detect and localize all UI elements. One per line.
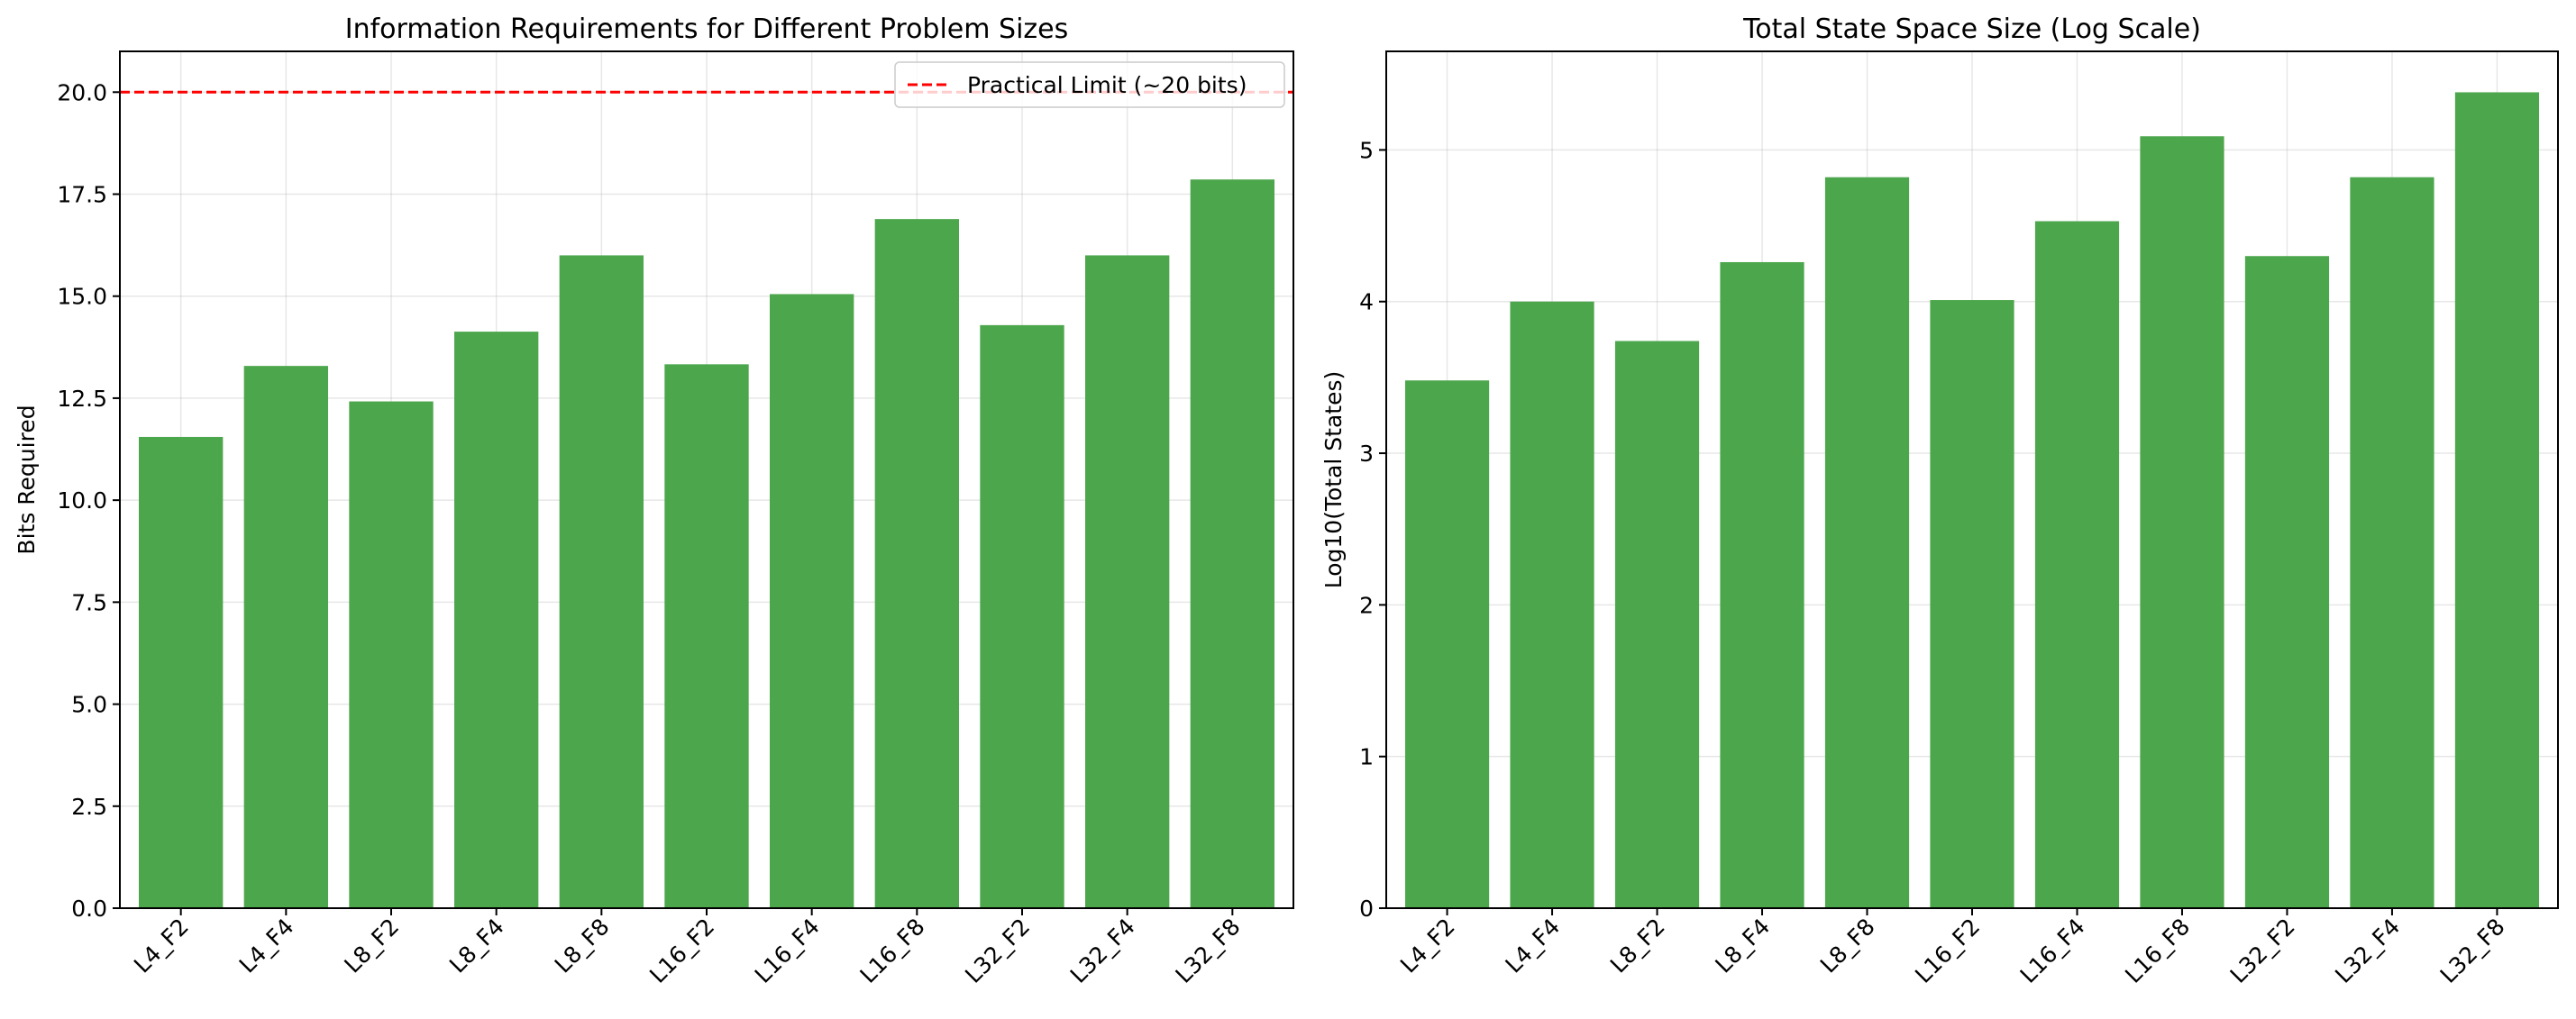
y-axis-label: Log10(Total States) (1320, 371, 1347, 589)
x-tick-label: L8_F8 (550, 914, 615, 978)
x-tick-label: L16_F4 (2015, 914, 2090, 988)
x-tick-label: L32_F2 (960, 914, 1035, 988)
bar-L32_F2 (2244, 256, 2330, 908)
bar-L4_F2 (1404, 380, 1490, 908)
y-tick-label: 2 (1359, 592, 1374, 618)
bar-L8_F4 (1720, 261, 1804, 908)
bar-L16_F8 (874, 219, 959, 909)
bar-L4_F2 (139, 436, 224, 908)
bar-L4_F4 (243, 366, 328, 909)
chart-title: Total State Space Size (Log Scale) (1742, 14, 2201, 45)
x-tick-label: L32_F8 (2435, 914, 2510, 988)
y-tick-label: 17.5 (57, 182, 107, 208)
y-tick-label: 5 (1359, 137, 1374, 163)
y-tick-label: 15.0 (57, 284, 107, 310)
x-tick-label: L32_F4 (1065, 914, 1140, 988)
bar-L16_F8 (2140, 136, 2224, 908)
x-tick-label: L4_F2 (129, 914, 194, 978)
x-tick-label: L16_F2 (644, 914, 719, 988)
x-tick-label: L16_F4 (750, 914, 825, 988)
x-tick-label: L8_F4 (1710, 914, 1775, 978)
y-axis-label: Bits Required (14, 405, 40, 554)
x-tick-label: L4_F4 (1500, 914, 1565, 978)
chart-information-requirements: 0.0 2.5 5.0 7.5 10.0 12.5 15.0 17.5 20.0 L4_F2 L4_… (14, 14, 1294, 988)
bar-L32_F2 (980, 324, 1064, 908)
y-tick-label: 7.5 (71, 589, 107, 615)
bar-L8_F8 (1824, 177, 1910, 909)
y-tick-label: 0.0 (71, 896, 107, 922)
legend-entry: Practical Limit (~20 bits) (967, 72, 1247, 98)
bar-L32_F4 (1085, 255, 1170, 908)
y-tick-label: 0 (1359, 896, 1374, 922)
x-tick-label: L32_F2 (2225, 914, 2300, 988)
bar-L8_F2 (1614, 341, 1700, 908)
x-tick-label: L8_F2 (339, 914, 404, 978)
bar-L8_F4 (454, 332, 539, 908)
y-tick-label: 1 (1359, 744, 1374, 770)
legend-box (894, 61, 1285, 108)
x-tick-label: L4_F2 (1395, 914, 1460, 978)
bar-L32_F8 (1190, 179, 1274, 908)
x-tick-label: L32_F4 (2330, 914, 2405, 988)
y-tick-label: 12.5 (57, 386, 107, 412)
x-tick-label: L8_F8 (1815, 914, 1880, 978)
bar-L8_F8 (559, 255, 644, 908)
bar-L4_F4 (1510, 301, 1594, 908)
chart-title: Information Requirements for Different P… (345, 14, 1069, 45)
y-tick-label: 3 (1359, 441, 1374, 467)
x-tick-label: L32_F8 (1170, 914, 1245, 988)
chart-total-state-space: 0 1 2 3 4 5 L4_F2 L4_F4 L8_F2 L8_F4 L8_F8 L16_F2 L16… (1320, 14, 2559, 988)
bar-L16_F4 (770, 294, 854, 908)
y-tick-label: 20.0 (57, 79, 107, 105)
y-tick-label: 2.5 (71, 794, 107, 820)
x-tick-label: L8_F2 (1605, 914, 1670, 978)
x-tick-label: L16_F8 (854, 914, 929, 988)
y-tick-label: 10.0 (57, 487, 107, 514)
bar-L32_F4 (2350, 177, 2434, 909)
x-tick-label: L16_F8 (2120, 914, 2195, 988)
bar-L16_F2 (1930, 300, 2014, 908)
x-tick-label: L4_F4 (234, 914, 299, 978)
y-tick-label: 5.0 (71, 692, 107, 718)
x-tick-label: L8_F4 (444, 914, 509, 978)
bar-L16_F2 (664, 364, 749, 908)
bar-L32_F8 (2454, 92, 2540, 908)
bar-L8_F2 (349, 401, 434, 909)
x-tick-label: L16_F2 (1910, 914, 1985, 988)
y-tick-label: 4 (1359, 289, 1374, 315)
bar-L16_F4 (2034, 221, 2120, 908)
